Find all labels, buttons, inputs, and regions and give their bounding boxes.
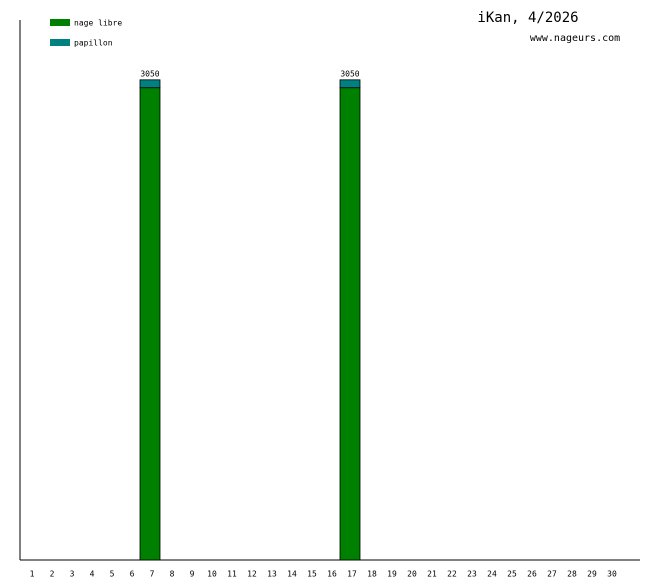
bar-segment	[339, 87, 361, 561]
total-label: 3050	[140, 69, 159, 78]
x-tick-label: 6	[130, 570, 135, 579]
x-tick-label: 4	[90, 570, 95, 579]
x-tick-label: 1	[30, 570, 35, 579]
x-tick-label: 3	[70, 570, 75, 579]
bar-segment	[339, 79, 361, 89]
chart-subtitle: www.nageurs.com	[530, 33, 620, 44]
x-tick-label: 20	[407, 570, 417, 579]
bar-segment	[139, 79, 161, 89]
x-tick-label: 30	[607, 570, 617, 579]
x-tick-label: 5	[110, 570, 115, 579]
x-tick-label: 14	[287, 570, 297, 579]
x-tick-label: 27	[547, 570, 557, 579]
x-tick-label: 26	[527, 570, 537, 579]
x-tick-label: 21	[427, 570, 437, 579]
x-tick-label: 2	[50, 570, 55, 579]
x-tick-label: 11	[227, 570, 237, 579]
bar-segment	[139, 87, 161, 561]
x-tick-label: 24	[487, 570, 497, 579]
legend-label: nage libre	[74, 19, 122, 28]
legend-swatch	[50, 39, 70, 46]
x-tick-label: 25	[507, 570, 517, 579]
x-tick-label: 12	[247, 570, 257, 579]
x-tick-label: 19	[387, 570, 397, 579]
chart-title: iKan, 4/2026	[477, 10, 578, 26]
x-tick-label: 23	[467, 570, 477, 579]
x-tick-label: 29	[587, 570, 597, 579]
x-tick-label: 16	[327, 570, 337, 579]
x-tick-label: 7	[150, 570, 155, 579]
total-label: 3050	[340, 69, 359, 78]
x-tick-label: 13	[267, 570, 277, 579]
x-tick-label: 17	[347, 570, 357, 579]
legend-swatch	[50, 19, 70, 26]
x-tick-label: 28	[567, 570, 577, 579]
x-tick-label: 18	[367, 570, 377, 579]
x-tick-label: 10	[207, 570, 217, 579]
x-tick-label: 9	[190, 570, 195, 579]
legend-label: papillon	[74, 39, 113, 48]
x-tick-label: 22	[447, 570, 457, 579]
x-tick-label: 15	[307, 570, 317, 579]
x-tick-label: 8	[170, 570, 175, 579]
